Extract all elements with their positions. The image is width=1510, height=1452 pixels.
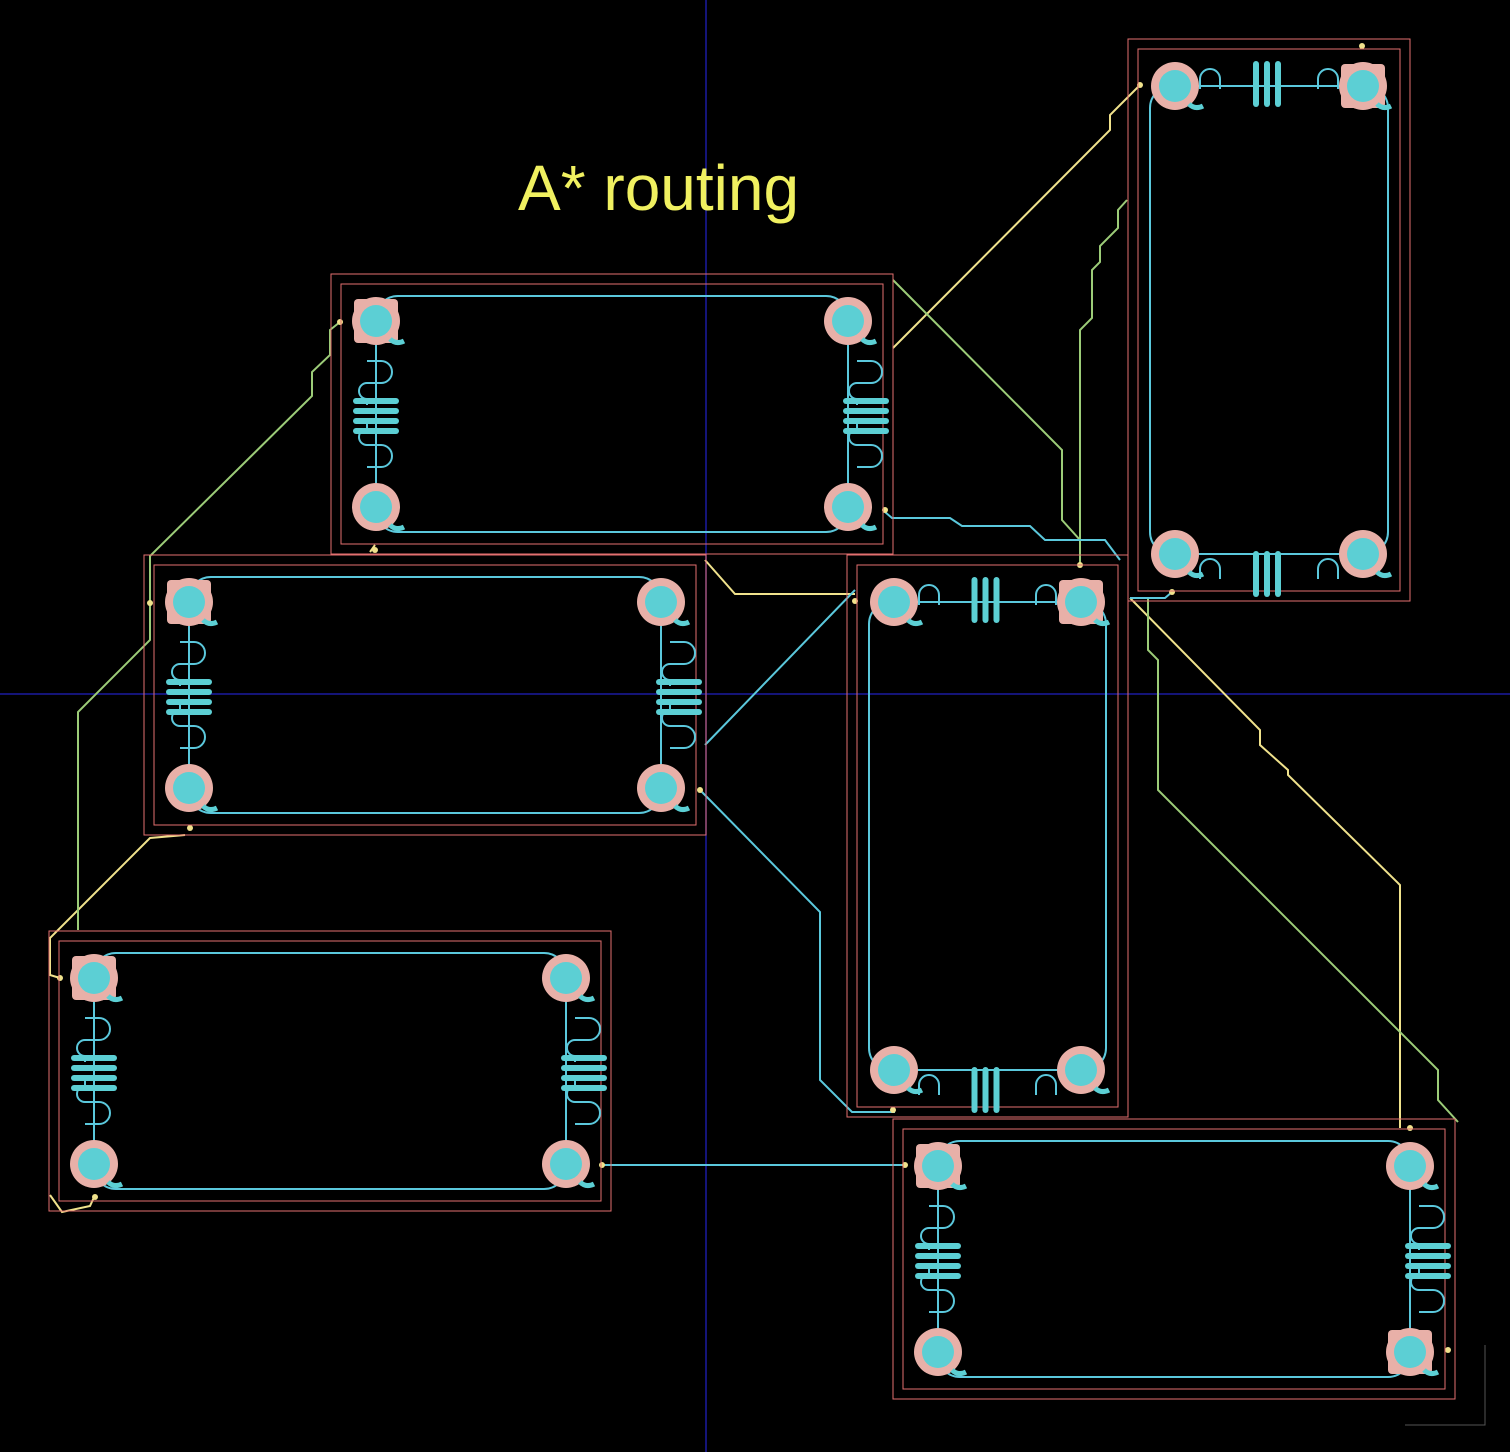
resonator-loop xyxy=(937,1140,1411,1378)
circular-pad-icon xyxy=(870,578,924,627)
trace-blue xyxy=(699,789,895,1113)
interdigital-capacitor-icon xyxy=(915,1243,961,1279)
circular-pad-icon xyxy=(1057,1046,1111,1095)
circular-pad-icon xyxy=(1386,1328,1440,1377)
trace-blue xyxy=(884,511,1121,561)
junction-dot xyxy=(1445,1347,1451,1353)
junction-dot xyxy=(337,319,343,325)
trace-blue xyxy=(1130,591,1173,599)
corner-marker xyxy=(1405,1345,1486,1426)
interdigital-capacitor-icon xyxy=(71,1055,117,1091)
cell-outer-outline xyxy=(1127,38,1411,602)
circular-pad-icon xyxy=(352,297,406,346)
interdigital-capacitor-icon xyxy=(656,679,702,715)
circuit-cell xyxy=(330,273,894,555)
circular-pad-icon xyxy=(637,764,691,813)
resonator-loop xyxy=(375,295,849,533)
junction-dot xyxy=(697,787,703,793)
trace-blue xyxy=(704,589,856,746)
meander-inductor-icon xyxy=(1199,68,1339,89)
circular-pad-icon xyxy=(1057,578,1111,627)
circular-pad-icon xyxy=(1386,1142,1440,1191)
circular-pad-icon xyxy=(914,1142,968,1191)
trace-yellow xyxy=(704,559,855,595)
circuit-cell xyxy=(892,1118,1456,1400)
junction-dot xyxy=(1359,43,1365,49)
junction-dot xyxy=(92,1194,98,1200)
cell-outer-outline xyxy=(330,273,894,555)
routing-traces xyxy=(49,43,1459,1353)
trace-green xyxy=(77,321,341,930)
resonator-loop xyxy=(1149,85,1389,555)
junction-dot xyxy=(372,547,378,553)
junction-dot xyxy=(147,600,153,606)
interdigital-capacitor-icon xyxy=(843,398,889,434)
circuit-cells xyxy=(48,38,1456,1400)
trace-yellow xyxy=(1129,597,1401,1128)
diagram-title: A* routing xyxy=(518,152,799,224)
junction-dot xyxy=(57,975,63,981)
circular-pad-icon xyxy=(165,764,219,813)
trace-yellow xyxy=(49,834,186,979)
circular-pad-icon xyxy=(824,297,878,346)
trace-yellow xyxy=(49,1194,96,1214)
cell-inner-outline xyxy=(153,564,697,826)
circuit-cell xyxy=(143,554,707,836)
circular-pad-icon xyxy=(352,483,406,532)
circuit-cell xyxy=(846,554,1129,1118)
trace-green xyxy=(1079,199,1128,565)
cell-inner-outline xyxy=(340,283,884,545)
cell-outer-outline xyxy=(892,1118,1456,1400)
interdigital-capacitor-icon xyxy=(1253,551,1281,597)
cell-outer-outline xyxy=(143,554,707,836)
circular-pad-icon xyxy=(637,578,691,627)
junction-dot xyxy=(187,825,193,831)
cell-outer-outline xyxy=(48,930,612,1212)
cell-inner-outline xyxy=(1137,48,1401,592)
junction-dot xyxy=(1407,1125,1413,1131)
junction-dot xyxy=(599,1162,605,1168)
interdigital-capacitor-icon xyxy=(561,1055,607,1091)
interdigital-capacitor-icon xyxy=(1405,1243,1451,1279)
circuit-cell xyxy=(1127,38,1411,602)
resonator-loop xyxy=(93,952,567,1190)
meander-inductor-icon xyxy=(1199,558,1339,579)
cell-inner-outline xyxy=(58,940,602,1202)
circular-pad-icon xyxy=(1339,530,1393,579)
circular-pad-icon xyxy=(70,954,124,1003)
circular-pad-icon xyxy=(1339,62,1393,111)
circuit-cell xyxy=(48,930,612,1212)
trace-green xyxy=(892,279,1081,565)
resonator-loop xyxy=(868,601,1107,1071)
trace-yellow xyxy=(892,84,1141,349)
circular-pad-icon xyxy=(542,954,596,1003)
resonator-loop xyxy=(188,576,662,814)
junction-dot xyxy=(1169,589,1175,595)
cell-inner-outline xyxy=(902,1128,1446,1390)
circular-pad-icon xyxy=(914,1328,968,1377)
trace-green xyxy=(1147,598,1459,1123)
cell-inner-outline xyxy=(856,564,1119,1108)
interdigital-capacitor-icon xyxy=(971,577,1000,623)
circular-pad-icon xyxy=(1151,62,1205,111)
circular-pad-icon xyxy=(165,578,219,627)
interdigital-capacitor-icon xyxy=(353,398,399,434)
circular-pad-icon xyxy=(824,483,878,532)
circular-pad-icon xyxy=(870,1046,924,1095)
circular-pad-icon xyxy=(1151,530,1205,579)
interdigital-capacitor-icon xyxy=(166,679,212,715)
interdigital-capacitor-icon xyxy=(1253,61,1281,107)
junction-dot xyxy=(890,1107,896,1113)
circular-pad-icon xyxy=(70,1140,124,1189)
meander-inductor-icon xyxy=(918,584,1057,605)
cell-outer-outline xyxy=(846,554,1129,1118)
circular-pad-icon xyxy=(542,1140,596,1189)
interdigital-capacitor-icon xyxy=(971,1067,1000,1113)
meander-inductor-icon xyxy=(918,1074,1057,1095)
